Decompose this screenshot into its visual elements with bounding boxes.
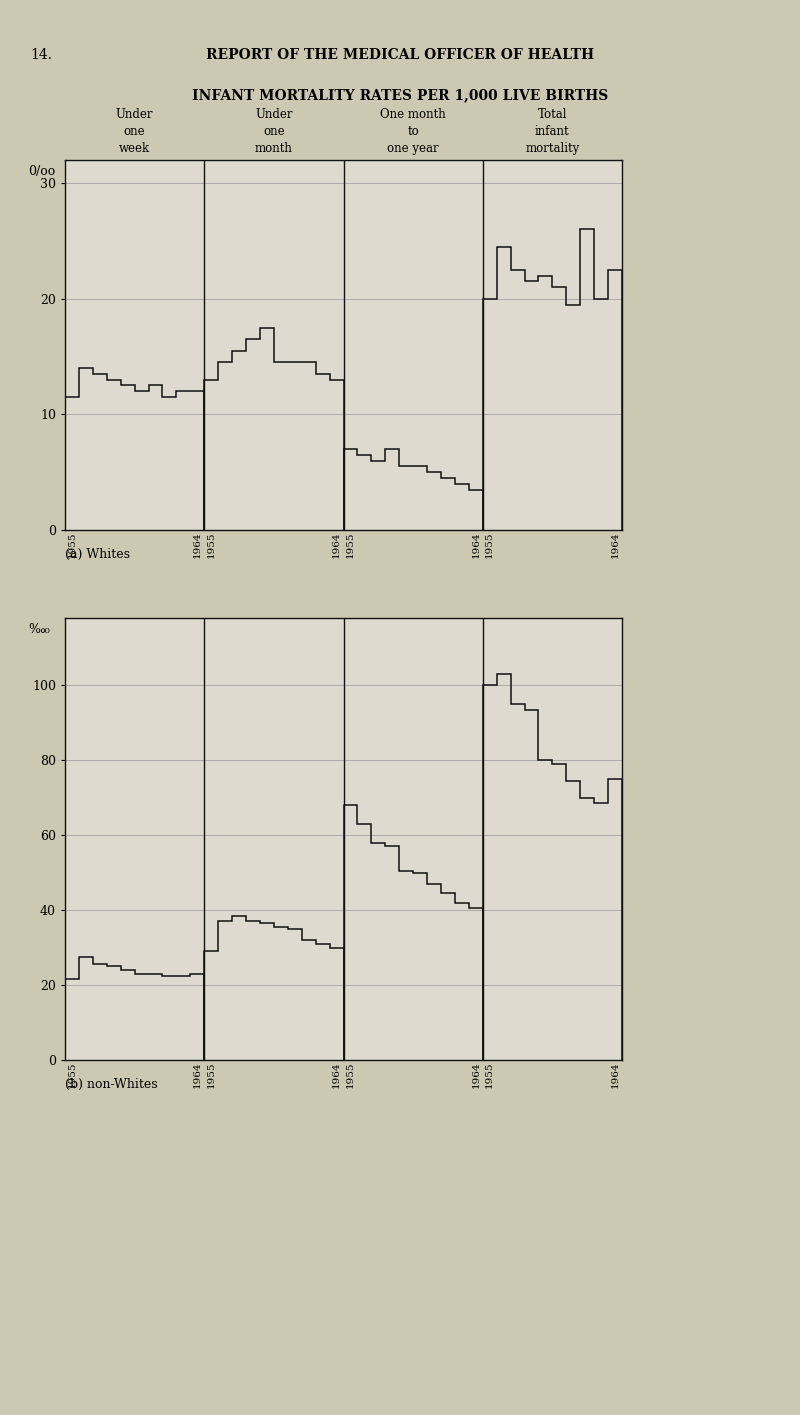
Text: One month
to
one year: One month to one year [380,108,446,156]
Text: 0/oo: 0/oo [28,166,55,178]
Text: (a) Whites: (a) Whites [65,548,130,560]
Text: Total
infant
mortality: Total infant mortality [526,108,579,156]
Text: 14.: 14. [30,48,52,62]
Text: INFANT MORTALITY RATES PER 1,000 LIVE BIRTHS: INFANT MORTALITY RATES PER 1,000 LIVE BI… [192,88,608,102]
Text: REPORT OF THE MEDICAL OFFICER OF HEALTH: REPORT OF THE MEDICAL OFFICER OF HEALTH [206,48,594,62]
Text: ‰₀: ‰₀ [28,623,50,635]
Text: Under
one
week: Under one week [116,108,154,156]
Text: (b) non-Whites: (b) non-Whites [65,1078,158,1091]
Text: Under
one
month: Under one month [255,108,293,156]
